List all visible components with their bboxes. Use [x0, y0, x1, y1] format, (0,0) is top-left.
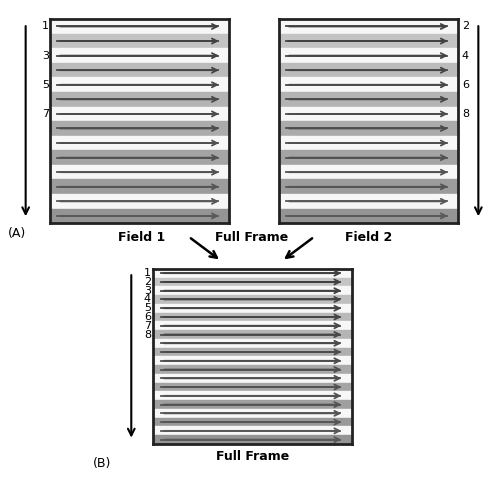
Text: 3: 3 — [144, 286, 151, 296]
Text: Full Frame: Full Frame — [216, 450, 290, 463]
Text: 8: 8 — [462, 109, 469, 119]
Text: Field 2: Field 2 — [345, 231, 392, 244]
Text: (B): (B) — [93, 457, 112, 470]
Text: 2: 2 — [462, 22, 469, 32]
Text: 8: 8 — [144, 329, 151, 339]
Text: 4: 4 — [144, 294, 151, 304]
Text: 1: 1 — [144, 268, 151, 278]
Text: 3: 3 — [42, 50, 49, 60]
Text: 7: 7 — [42, 109, 49, 119]
Text: (A): (A) — [8, 227, 26, 240]
Text: 7: 7 — [144, 321, 151, 331]
Text: 6: 6 — [462, 80, 469, 90]
Text: Field 1: Field 1 — [118, 231, 165, 244]
Text: Full Frame: Full Frame — [215, 231, 288, 244]
Text: 5: 5 — [144, 303, 151, 313]
Text: 6: 6 — [144, 312, 151, 322]
Text: 2: 2 — [144, 277, 151, 287]
Text: 1: 1 — [42, 22, 49, 32]
Text: 4: 4 — [462, 50, 469, 60]
Text: 5: 5 — [42, 80, 49, 90]
